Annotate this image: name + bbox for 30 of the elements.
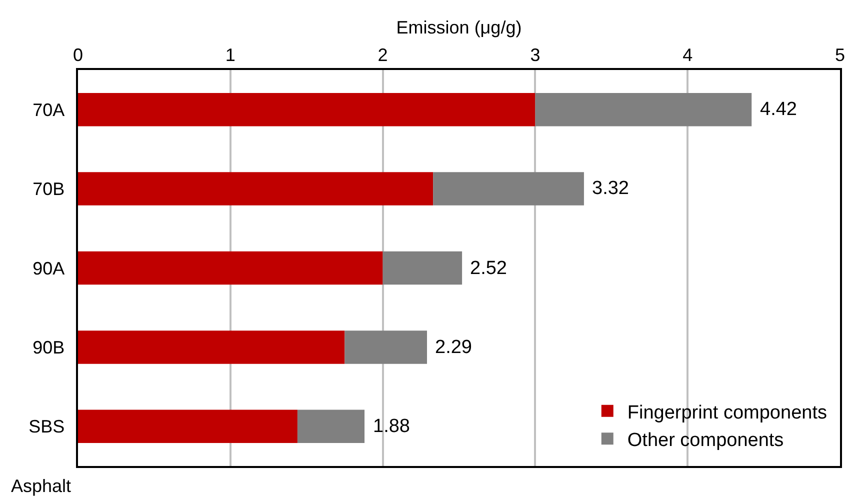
- x-axis-title: Emission (μg/g): [396, 18, 522, 38]
- y-tick-label: 90B: [32, 338, 65, 358]
- y-axis-title: Asphalt: [11, 476, 72, 496]
- total-label: 3.32: [592, 178, 629, 199]
- bar: [535, 92, 752, 126]
- total-label: 4.42: [760, 99, 797, 120]
- y-tick-label: 70A: [32, 100, 65, 120]
- x-tick-label: 1: [225, 45, 236, 66]
- total-label: 1.88: [373, 416, 410, 437]
- x-tick-label: 5: [834, 45, 846, 66]
- bar: [78, 330, 345, 364]
- bar: [78, 410, 298, 444]
- legend-label: Other components: [627, 430, 784, 452]
- bar: [382, 251, 462, 285]
- bar: [78, 251, 383, 285]
- legend-label: Fingerprint components: [627, 402, 827, 424]
- bar: [78, 172, 434, 206]
- total-label: 2.29: [435, 337, 472, 358]
- bar: [344, 330, 427, 364]
- bar: [78, 92, 536, 126]
- total-label: 2.52: [470, 258, 507, 279]
- x-tick-label: 3: [530, 45, 540, 66]
- y-tick-label: 90A: [32, 258, 65, 278]
- y-tick-label: 70B: [32, 179, 65, 200]
- x-tick-label: 2: [378, 45, 388, 66]
- x-tick-label: 0: [72, 45, 84, 66]
- x-tick-label: 4: [682, 45, 693, 66]
- y-tick-label: SBS: [28, 416, 65, 437]
- bar: [433, 172, 584, 206]
- bar: [297, 410, 365, 444]
